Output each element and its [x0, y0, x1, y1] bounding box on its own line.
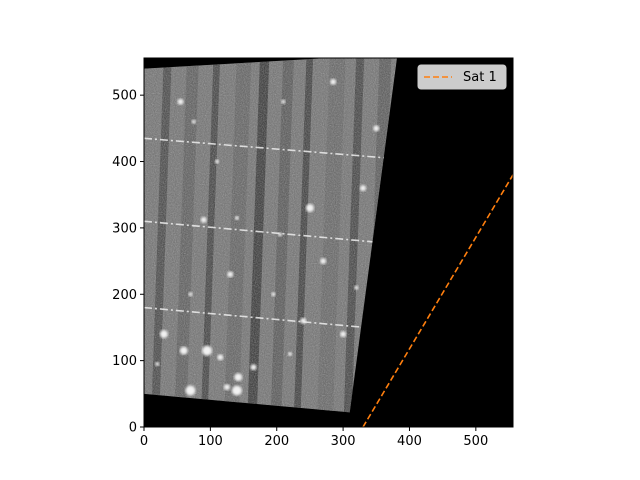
plot-area	[144, 58, 513, 427]
star-source	[177, 98, 184, 105]
star-source	[188, 292, 193, 297]
x-tick-label: 0	[140, 434, 148, 449]
star-source	[227, 271, 234, 278]
y-axis: 0 100 200 300 400 500	[112, 89, 144, 436]
star-source	[185, 385, 196, 396]
axes-frame	[143, 57, 514, 428]
star-source	[155, 361, 160, 366]
star-source	[288, 351, 293, 356]
star-source	[202, 345, 213, 356]
star-source	[354, 285, 359, 290]
y-tick-label: 100	[112, 354, 137, 369]
star-source	[215, 159, 220, 164]
y-tick-label: 200	[112, 288, 137, 303]
x-tick-label: 500	[463, 434, 488, 449]
x-tick-label: 100	[198, 434, 223, 449]
star-source	[234, 215, 239, 220]
x-tick-label: 200	[264, 434, 289, 449]
star-source	[179, 346, 188, 355]
y-tick-label: 500	[112, 89, 137, 104]
star-source	[373, 125, 380, 132]
star-source	[340, 331, 347, 338]
legend-label-sat-1: Sat 1	[463, 70, 497, 85]
star-source	[300, 317, 307, 324]
star-source	[278, 232, 283, 237]
x-tick-label: 300	[331, 434, 356, 449]
star-source	[200, 216, 207, 223]
image-noise	[144, 58, 398, 413]
x-axis: 0 100 200 300 400 500	[140, 427, 488, 449]
legend-box	[417, 64, 507, 90]
star-source	[223, 384, 230, 391]
star-source	[217, 354, 224, 361]
y-tick-label: 300	[112, 221, 137, 236]
series-layer	[362, 174, 513, 427]
star-source	[191, 119, 196, 124]
star-source	[234, 373, 243, 382]
star-source	[281, 99, 286, 104]
star-source	[320, 258, 327, 265]
star-source	[271, 292, 276, 297]
legend: Sat 1	[417, 64, 507, 90]
star-source	[305, 203, 314, 212]
star-source	[159, 330, 168, 339]
star-source	[330, 78, 337, 85]
series-line-sat-1	[362, 174, 513, 427]
x-tick-label: 400	[397, 434, 422, 449]
star-source	[360, 185, 367, 192]
star-source	[250, 364, 257, 371]
y-tick-label: 0	[129, 421, 137, 436]
star-source	[231, 385, 242, 396]
y-tick-label: 400	[112, 155, 137, 170]
